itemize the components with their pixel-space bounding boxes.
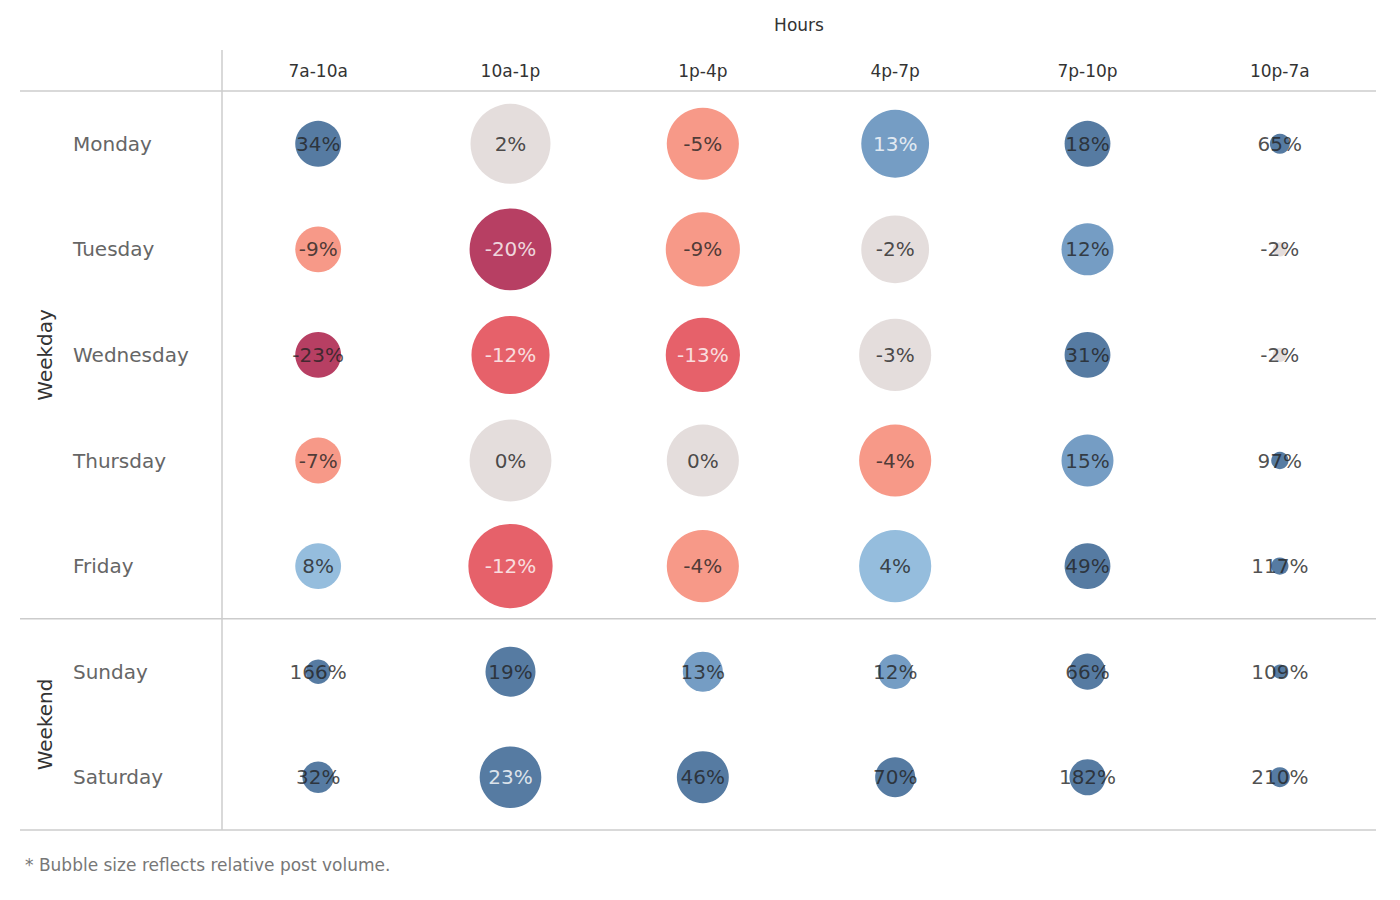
svg-text:0%: 0%	[495, 449, 527, 473]
svg-text:-20%: -20%	[485, 237, 537, 261]
svg-text:-3%: -3%	[876, 343, 915, 367]
svg-text:210%: 210%	[1251, 765, 1308, 789]
svg-text:Wednesday: Wednesday	[73, 343, 189, 367]
svg-text:1p-4p: 1p-4p	[678, 61, 727, 81]
svg-text:-23%: -23%	[292, 343, 344, 367]
svg-text:Weekday: Weekday	[33, 309, 57, 401]
svg-text:10p-7a: 10p-7a	[1250, 61, 1310, 81]
svg-text:0%: 0%	[687, 449, 719, 473]
svg-text:4p-7p: 4p-7p	[870, 61, 919, 81]
svg-text:-13%: -13%	[677, 343, 729, 367]
svg-text:15%: 15%	[1065, 449, 1109, 473]
svg-text:-4%: -4%	[683, 554, 722, 578]
svg-text:70%: 70%	[873, 765, 917, 789]
svg-text:Monday: Monday	[73, 132, 152, 156]
svg-text:-12%: -12%	[485, 343, 537, 367]
svg-text:Sunday: Sunday	[73, 660, 148, 684]
svg-text:49%: 49%	[1065, 554, 1109, 578]
svg-text:-2%: -2%	[1260, 343, 1299, 367]
svg-text:Weekend: Weekend	[33, 679, 57, 771]
svg-text:-9%: -9%	[299, 237, 338, 261]
svg-text:-12%: -12%	[485, 554, 537, 578]
svg-text:13%: 13%	[681, 660, 725, 684]
svg-text:8%: 8%	[302, 554, 334, 578]
svg-text:Thursday: Thursday	[72, 449, 166, 473]
svg-text:4%: 4%	[879, 554, 911, 578]
svg-text:182%: 182%	[1059, 765, 1116, 789]
svg-text:Hours: Hours	[774, 15, 824, 35]
svg-text:-5%: -5%	[683, 132, 722, 156]
svg-text:34%: 34%	[296, 132, 340, 156]
svg-text:31%: 31%	[1065, 343, 1109, 367]
svg-text:-4%: -4%	[876, 449, 915, 473]
svg-text:109%: 109%	[1251, 660, 1308, 684]
svg-text:32%: 32%	[296, 765, 340, 789]
svg-text:7a-10a: 7a-10a	[288, 61, 347, 81]
svg-text:117%: 117%	[1251, 554, 1308, 578]
svg-text:10a-1p: 10a-1p	[481, 61, 541, 81]
svg-text:66%: 66%	[1065, 660, 1109, 684]
svg-text:* Bubble size reflects relativ: * Bubble size reflects relative post vol…	[25, 855, 390, 875]
svg-text:-2%: -2%	[876, 237, 915, 261]
svg-text:Friday: Friday	[73, 554, 134, 578]
svg-text:19%: 19%	[488, 660, 532, 684]
svg-text:12%: 12%	[873, 660, 917, 684]
svg-text:-7%: -7%	[299, 449, 338, 473]
svg-text:-9%: -9%	[683, 237, 722, 261]
svg-text:12%: 12%	[1065, 237, 1109, 261]
svg-text:7p-10p: 7p-10p	[1057, 61, 1117, 81]
svg-text:Tuesday: Tuesday	[72, 237, 155, 261]
svg-text:46%: 46%	[681, 765, 725, 789]
svg-text:-2%: -2%	[1260, 237, 1299, 261]
svg-text:65%: 65%	[1258, 132, 1302, 156]
svg-text:13%: 13%	[873, 132, 917, 156]
svg-text:18%: 18%	[1065, 132, 1109, 156]
svg-text:2%: 2%	[495, 132, 527, 156]
svg-text:97%: 97%	[1258, 449, 1302, 473]
svg-text:Saturday: Saturday	[73, 765, 163, 789]
svg-text:166%: 166%	[290, 660, 347, 684]
svg-text:23%: 23%	[488, 765, 532, 789]
